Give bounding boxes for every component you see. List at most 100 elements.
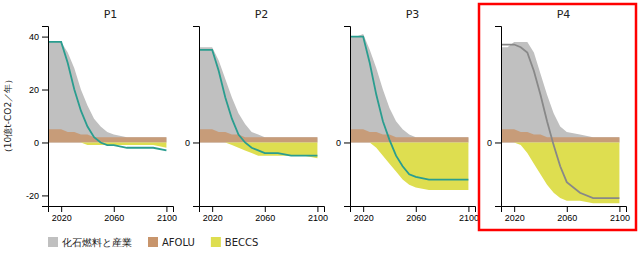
tick-mark <box>61 206 62 212</box>
tick: 2020 <box>203 206 223 223</box>
legend: 化石燃料と産業 AFOLU BECCS <box>48 237 258 248</box>
tick-mark <box>193 142 199 143</box>
y-axis: -20 0 20 40 <box>26 27 49 207</box>
highlight-border <box>479 4 636 230</box>
tick-mark <box>619 206 620 212</box>
tick-mark <box>344 142 350 143</box>
x-axis: 2020 2060 2100 <box>351 206 479 223</box>
area <box>501 42 619 143</box>
tick-label: 0 <box>487 138 492 148</box>
line <box>501 45 619 199</box>
tick-label: 2060 <box>255 213 275 223</box>
tick: 2060 <box>255 206 275 223</box>
tick-label: 2100 <box>157 213 177 223</box>
tick: -20 <box>26 191 48 201</box>
tick-mark <box>42 37 48 38</box>
tick-mark <box>212 206 213 212</box>
tick-label: 0 <box>185 138 190 148</box>
plot-area <box>48 42 166 151</box>
tick-label: -20 <box>26 191 39 201</box>
legend-item: BECCS <box>211 237 259 248</box>
area <box>350 129 468 142</box>
tick-label: 2020 <box>505 213 525 223</box>
axis-domain <box>42 27 49 207</box>
tick-mark <box>567 206 568 212</box>
y-axis: 0 <box>185 27 200 207</box>
tick: 2060 <box>557 206 577 223</box>
tick-mark <box>416 206 417 212</box>
tick: 2100 <box>610 206 630 223</box>
x-axis: 2020 2060 2100 <box>502 206 630 223</box>
axis-domain <box>351 207 476 213</box>
axis-domain <box>495 27 502 207</box>
panel: 2020 2060 2100 0 P2 <box>185 8 328 223</box>
tick-mark <box>42 90 48 91</box>
tick-label: 2100 <box>459 213 479 223</box>
line <box>199 50 317 156</box>
legend-label: BECCS <box>225 237 259 248</box>
tick: 2100 <box>308 206 328 223</box>
line <box>48 42 166 151</box>
tick-label: 2060 <box>104 213 124 223</box>
axis-domain <box>49 207 174 213</box>
panel: 202020602100-2002040P1（10億t-CO2／年） <box>3 8 177 223</box>
axis-domain <box>502 207 627 213</box>
tick-mark <box>317 206 318 212</box>
y-axis: 0 <box>487 27 502 207</box>
tick-label: 2100 <box>308 213 328 223</box>
area <box>48 129 166 142</box>
tick-label: 0 <box>34 138 39 148</box>
area <box>350 142 468 190</box>
tick: 2020 <box>354 206 374 223</box>
tick-mark <box>495 142 501 143</box>
tick-label: 40 <box>29 32 39 42</box>
tick: 2100 <box>157 206 177 223</box>
tick: 0 <box>185 138 199 148</box>
panel-title: P2 <box>255 8 269 21</box>
tick: 0 <box>487 138 501 148</box>
y-axis-label: （10億t-CO2／年） <box>3 75 13 157</box>
area <box>199 47 317 142</box>
tick: 0 <box>336 138 350 148</box>
tick-mark <box>514 206 515 212</box>
panel: 2020 2060 2100 0 P3 <box>336 8 479 223</box>
legend-swatch <box>48 237 58 247</box>
tick-label: 2060 <box>406 213 426 223</box>
area <box>501 129 619 142</box>
chart: 202020602100-2002040P1（10億t-CO2／年）化石燃料と産… <box>0 0 640 254</box>
tick-mark <box>114 206 115 212</box>
area <box>199 129 317 142</box>
tick: 20 <box>29 85 48 95</box>
plot-area <box>199 47 317 158</box>
tick: 2060 <box>406 206 426 223</box>
tick-label: 2100 <box>610 213 630 223</box>
axis-domain <box>344 27 351 207</box>
area <box>501 142 619 203</box>
legend-item: AFOLU <box>148 237 195 248</box>
tick-label: 2020 <box>203 213 223 223</box>
legend-label: AFOLU <box>162 237 195 248</box>
panel-title: P3 <box>406 8 420 21</box>
legend-item: 化石燃料と産業 <box>48 237 132 248</box>
axis-domain <box>200 207 325 213</box>
tick: 2060 <box>104 206 124 223</box>
legend-swatch <box>211 237 221 247</box>
tick-mark <box>42 195 48 196</box>
tick-mark <box>166 206 167 212</box>
tick-mark <box>265 206 266 212</box>
line <box>350 37 468 180</box>
tick-label: 2060 <box>557 213 577 223</box>
x-axis: 2020 2060 2100 <box>49 206 177 223</box>
area <box>350 34 468 143</box>
tick-label: 2020 <box>354 213 374 223</box>
plot-area <box>501 42 619 203</box>
tick: 2020 <box>52 206 72 223</box>
panel-title: P4 <box>557 8 571 21</box>
panel: 2020 2060 2100 0 P4 <box>479 4 636 230</box>
tick: 0 <box>34 138 48 148</box>
tick-label: 0 <box>336 138 341 148</box>
tick-label: 2020 <box>52 213 72 223</box>
tick: 2020 <box>505 206 525 223</box>
tick-mark <box>468 206 469 212</box>
legend-label: 化石燃料と産業 <box>62 237 132 248</box>
